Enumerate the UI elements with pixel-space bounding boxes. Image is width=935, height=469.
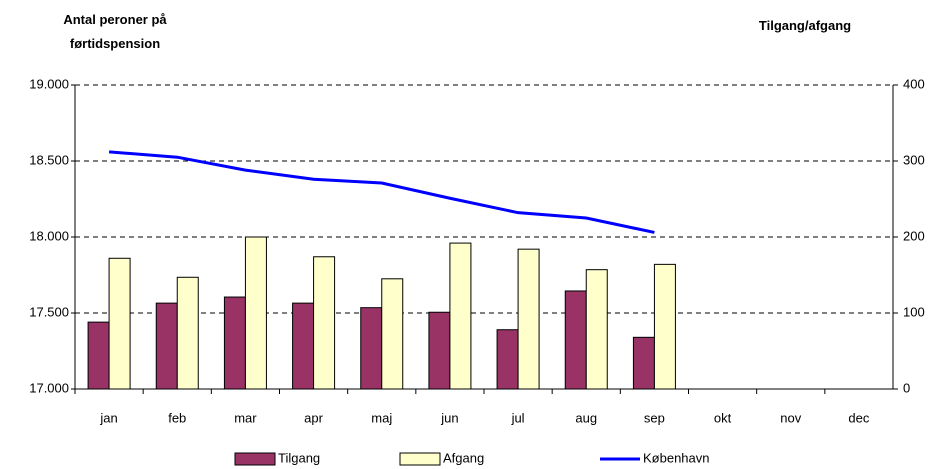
y-tick-label: 17.500 xyxy=(29,304,69,319)
y-axis-title: Antal peroner på førtidspension xyxy=(63,12,167,51)
y2-tick-label: 300 xyxy=(903,152,925,167)
x-tick-label: maj xyxy=(371,410,392,425)
bar xyxy=(517,248,540,390)
line xyxy=(108,150,655,234)
x-tick-label: jul xyxy=(511,410,525,425)
bar xyxy=(176,276,199,390)
legend-label: Tilgang xyxy=(278,450,320,465)
x-tick-label: nov xyxy=(780,410,801,425)
bar xyxy=(244,236,267,390)
x-tick-label: aug xyxy=(575,410,597,425)
bar xyxy=(449,242,472,390)
y2-axis-title: Tilgang/afgang xyxy=(758,18,852,33)
y-tick-label: 17.000 xyxy=(29,380,69,395)
legend-label: København xyxy=(643,450,710,465)
x-tick-label: dec xyxy=(848,410,869,425)
y2-tick-label: 0 xyxy=(903,380,910,395)
y2-tick-label: 400 xyxy=(903,76,925,91)
legend-swatch xyxy=(234,452,276,466)
y2-tick-label: 200 xyxy=(903,228,925,243)
bar xyxy=(496,329,519,390)
legend-label: Afgang xyxy=(443,450,484,465)
bar xyxy=(564,290,587,390)
bar xyxy=(223,296,246,390)
bar xyxy=(585,269,608,390)
x-tick-label: jan xyxy=(99,410,117,425)
bar xyxy=(428,311,451,390)
bar xyxy=(87,321,110,390)
bar xyxy=(292,302,315,390)
y-tick-label: 19.000 xyxy=(29,76,69,91)
bar xyxy=(360,307,383,390)
x-tick-label: okt xyxy=(714,410,732,425)
bar xyxy=(313,256,336,390)
y-tick-label: 18.500 xyxy=(29,152,69,167)
y2-tick-label: 100 xyxy=(903,304,925,319)
x-tick-label: apr xyxy=(304,410,323,425)
bar xyxy=(653,263,676,390)
x-tick-label: mar xyxy=(234,410,257,425)
x-tick-label: feb xyxy=(168,410,186,425)
bar xyxy=(632,336,655,390)
x-tick-label: sep xyxy=(644,410,665,425)
y-tick-label: 18.000 xyxy=(29,228,69,243)
bar xyxy=(381,278,404,390)
bar xyxy=(155,302,178,390)
bar xyxy=(108,257,131,390)
legend-swatch xyxy=(399,452,441,466)
x-tick-label: jun xyxy=(440,410,458,425)
